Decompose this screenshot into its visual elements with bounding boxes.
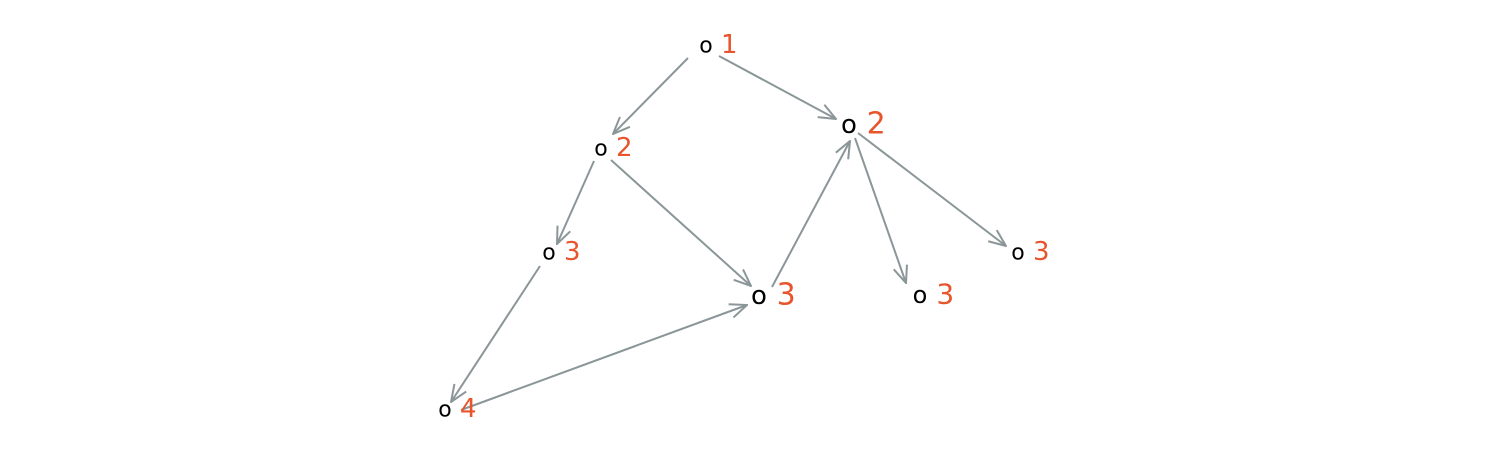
node-level-label: 3	[777, 278, 796, 313]
node-marker: o	[699, 34, 712, 59]
edge-arrow-n2-to-n5	[610, 159, 751, 286]
edge-arrow-n5-to-n3	[771, 141, 850, 288]
node-marker: o	[1011, 241, 1024, 266]
edge-arrow-n4-to-n8	[451, 265, 541, 402]
node-level-label: 3	[564, 237, 581, 267]
nodes-layer: o 1o 2o 2o 3o 3 o 3o 3o 4	[438, 30, 1049, 424]
node-marker: o	[751, 281, 767, 311]
edge-arrow-n1-to-n3	[718, 55, 836, 119]
node-marker: o	[841, 110, 857, 140]
node-level-label: 4	[460, 394, 477, 424]
edge-arrow-n8-to-n5	[460, 305, 747, 411]
edges-layer	[451, 55, 1006, 411]
node-marker: o	[542, 241, 555, 266]
edge-arrow-n3-to-n7	[857, 132, 1006, 246]
node-level-label: 3	[936, 278, 954, 311]
node-level-label: 1	[721, 30, 738, 60]
node-level-label: 3	[1033, 237, 1050, 267]
edge-arrow-n1-to-n2	[613, 57, 689, 134]
edge-arrow-n2-to-n4	[557, 160, 595, 244]
edge-arrow-n3-to-n6	[854, 137, 906, 283]
node-marker: o	[438, 398, 451, 423]
node-marker: o	[913, 281, 928, 309]
node-level-label: 2	[616, 133, 633, 163]
node-level-label: 2	[867, 107, 886, 142]
node-marker: o	[594, 137, 607, 162]
